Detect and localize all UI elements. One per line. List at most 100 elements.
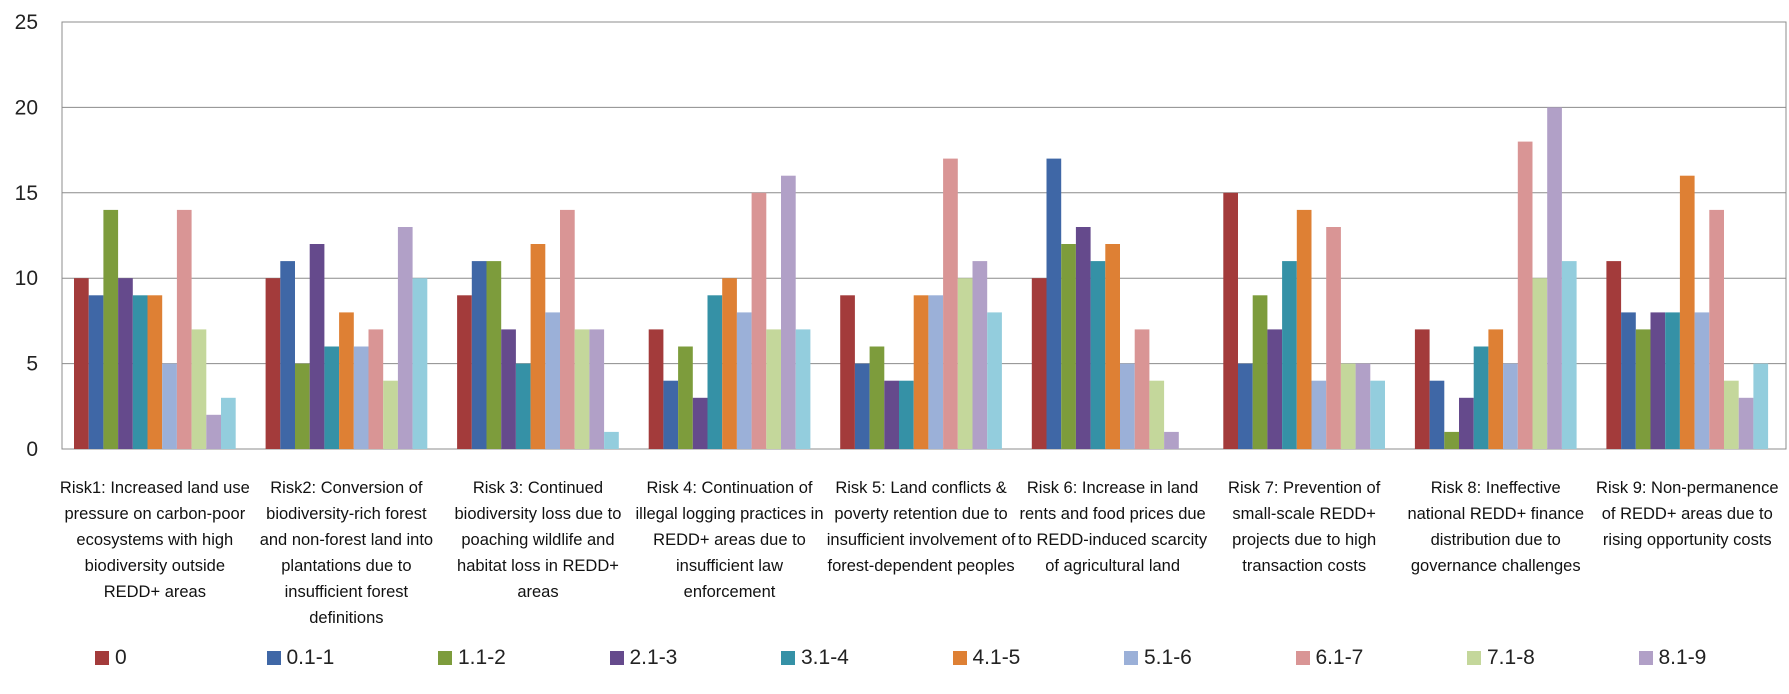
bar	[1650, 312, 1666, 449]
bar	[1061, 244, 1076, 449]
x-category-label: Risk 5: Land conflicts & poverty retenti…	[826, 479, 1016, 575]
bar	[530, 244, 546, 449]
x-category-label: Risk2: Conversion of biodiversity-rich f…	[259, 479, 434, 627]
legend-label: 8.1-9	[1658, 646, 1707, 669]
bar	[1252, 295, 1268, 449]
bar	[854, 363, 870, 449]
x-category-label: Risk 3: Continued biodiversity loss due …	[454, 479, 622, 601]
legend-item: 8.1-9	[1638, 646, 1707, 670]
bar	[1606, 261, 1622, 449]
legend-item: 5.1-6	[1124, 646, 1192, 670]
legend-item: 4.1-5	[952, 646, 1021, 670]
y-tick-label: 0	[26, 438, 38, 461]
bar	[1621, 312, 1636, 449]
bar	[1709, 209, 1724, 449]
bar	[88, 295, 104, 449]
legend-item: 0.1-1	[266, 646, 335, 670]
bar	[457, 295, 472, 449]
bar	[74, 278, 89, 449]
bar	[1694, 312, 1710, 449]
bar	[1724, 380, 1739, 449]
legend-swatch	[952, 651, 967, 665]
bar	[751, 192, 767, 450]
bar	[1267, 329, 1283, 449]
bar	[707, 295, 723, 449]
bar	[1561, 261, 1577, 449]
legend-label: 6.1-7	[1315, 646, 1364, 669]
bar	[1679, 175, 1695, 449]
bar	[766, 329, 781, 449]
bar	[1444, 431, 1459, 449]
bar	[383, 380, 398, 449]
y-tick-label: 20	[15, 96, 38, 119]
legend-swatch	[1295, 651, 1310, 665]
bar	[471, 261, 487, 449]
legend-swatch	[781, 651, 795, 665]
legend-label: 2.1-3	[629, 646, 678, 669]
bar	[545, 312, 560, 449]
legend-label: 7.1-8	[1487, 646, 1535, 669]
bar	[1340, 363, 1356, 449]
bar	[869, 346, 885, 449]
bar	[1473, 346, 1489, 449]
bar	[722, 278, 737, 449]
legend-label: 3.1-4	[801, 646, 849, 669]
bar	[412, 278, 428, 449]
bar	[515, 363, 531, 449]
bar	[1046, 158, 1062, 449]
bar	[309, 244, 325, 449]
legend-swatch	[95, 651, 109, 665]
legend-label: 0.1-1	[286, 646, 335, 669]
bar	[648, 329, 664, 449]
bar	[1547, 107, 1562, 450]
bar	[692, 397, 708, 449]
bar	[795, 329, 811, 449]
bar	[884, 380, 899, 449]
bar	[899, 380, 914, 449]
bar	[501, 329, 516, 449]
bar	[324, 346, 340, 449]
bar	[560, 209, 575, 449]
bar	[368, 329, 384, 449]
bar	[1665, 312, 1680, 449]
bar	[206, 414, 221, 449]
bar	[1120, 363, 1135, 449]
legend: 0 0.1-1 1.1-2 2.1-3 3.1-4 4.1-5 5.1-6 6.1-7 7.1-…	[0, 646, 1789, 672]
legend-label: 4.1-5	[972, 646, 1021, 669]
bar	[928, 295, 944, 449]
x-category-label: Risk1: Increased land use pressure on ca…	[59, 479, 250, 601]
legend-item: 0	[95, 646, 127, 670]
y-tick-label: 25	[15, 11, 38, 34]
legend-swatch	[1124, 651, 1138, 665]
bar	[987, 312, 1002, 449]
bar	[265, 278, 281, 449]
bar	[1517, 141, 1533, 449]
bar	[1105, 244, 1120, 449]
bar	[1488, 329, 1504, 449]
y-tick-label: 10	[15, 267, 38, 290]
legend-swatch	[266, 651, 281, 665]
bar	[1503, 363, 1518, 449]
bar	[678, 346, 693, 449]
legend-swatch	[438, 651, 452, 665]
bar	[1355, 363, 1371, 449]
bar	[1429, 380, 1445, 449]
legend-swatch	[1467, 651, 1481, 665]
bar	[1635, 329, 1651, 449]
x-category-label: Risk 4: Continuation of illegal logging …	[635, 479, 824, 601]
bar	[1370, 380, 1385, 449]
bar	[1282, 261, 1297, 449]
bar	[943, 158, 958, 449]
bar	[574, 329, 590, 449]
bar	[663, 380, 679, 449]
bar	[1149, 380, 1165, 449]
bar	[1326, 227, 1341, 449]
bar	[1414, 329, 1430, 449]
bar	[176, 209, 192, 449]
bar	[397, 227, 413, 449]
bars	[74, 107, 1769, 450]
y-tick-label: 5	[26, 353, 38, 376]
bar	[132, 295, 148, 449]
legend-label: 1.1-2	[458, 646, 506, 669]
bar	[1134, 329, 1150, 449]
